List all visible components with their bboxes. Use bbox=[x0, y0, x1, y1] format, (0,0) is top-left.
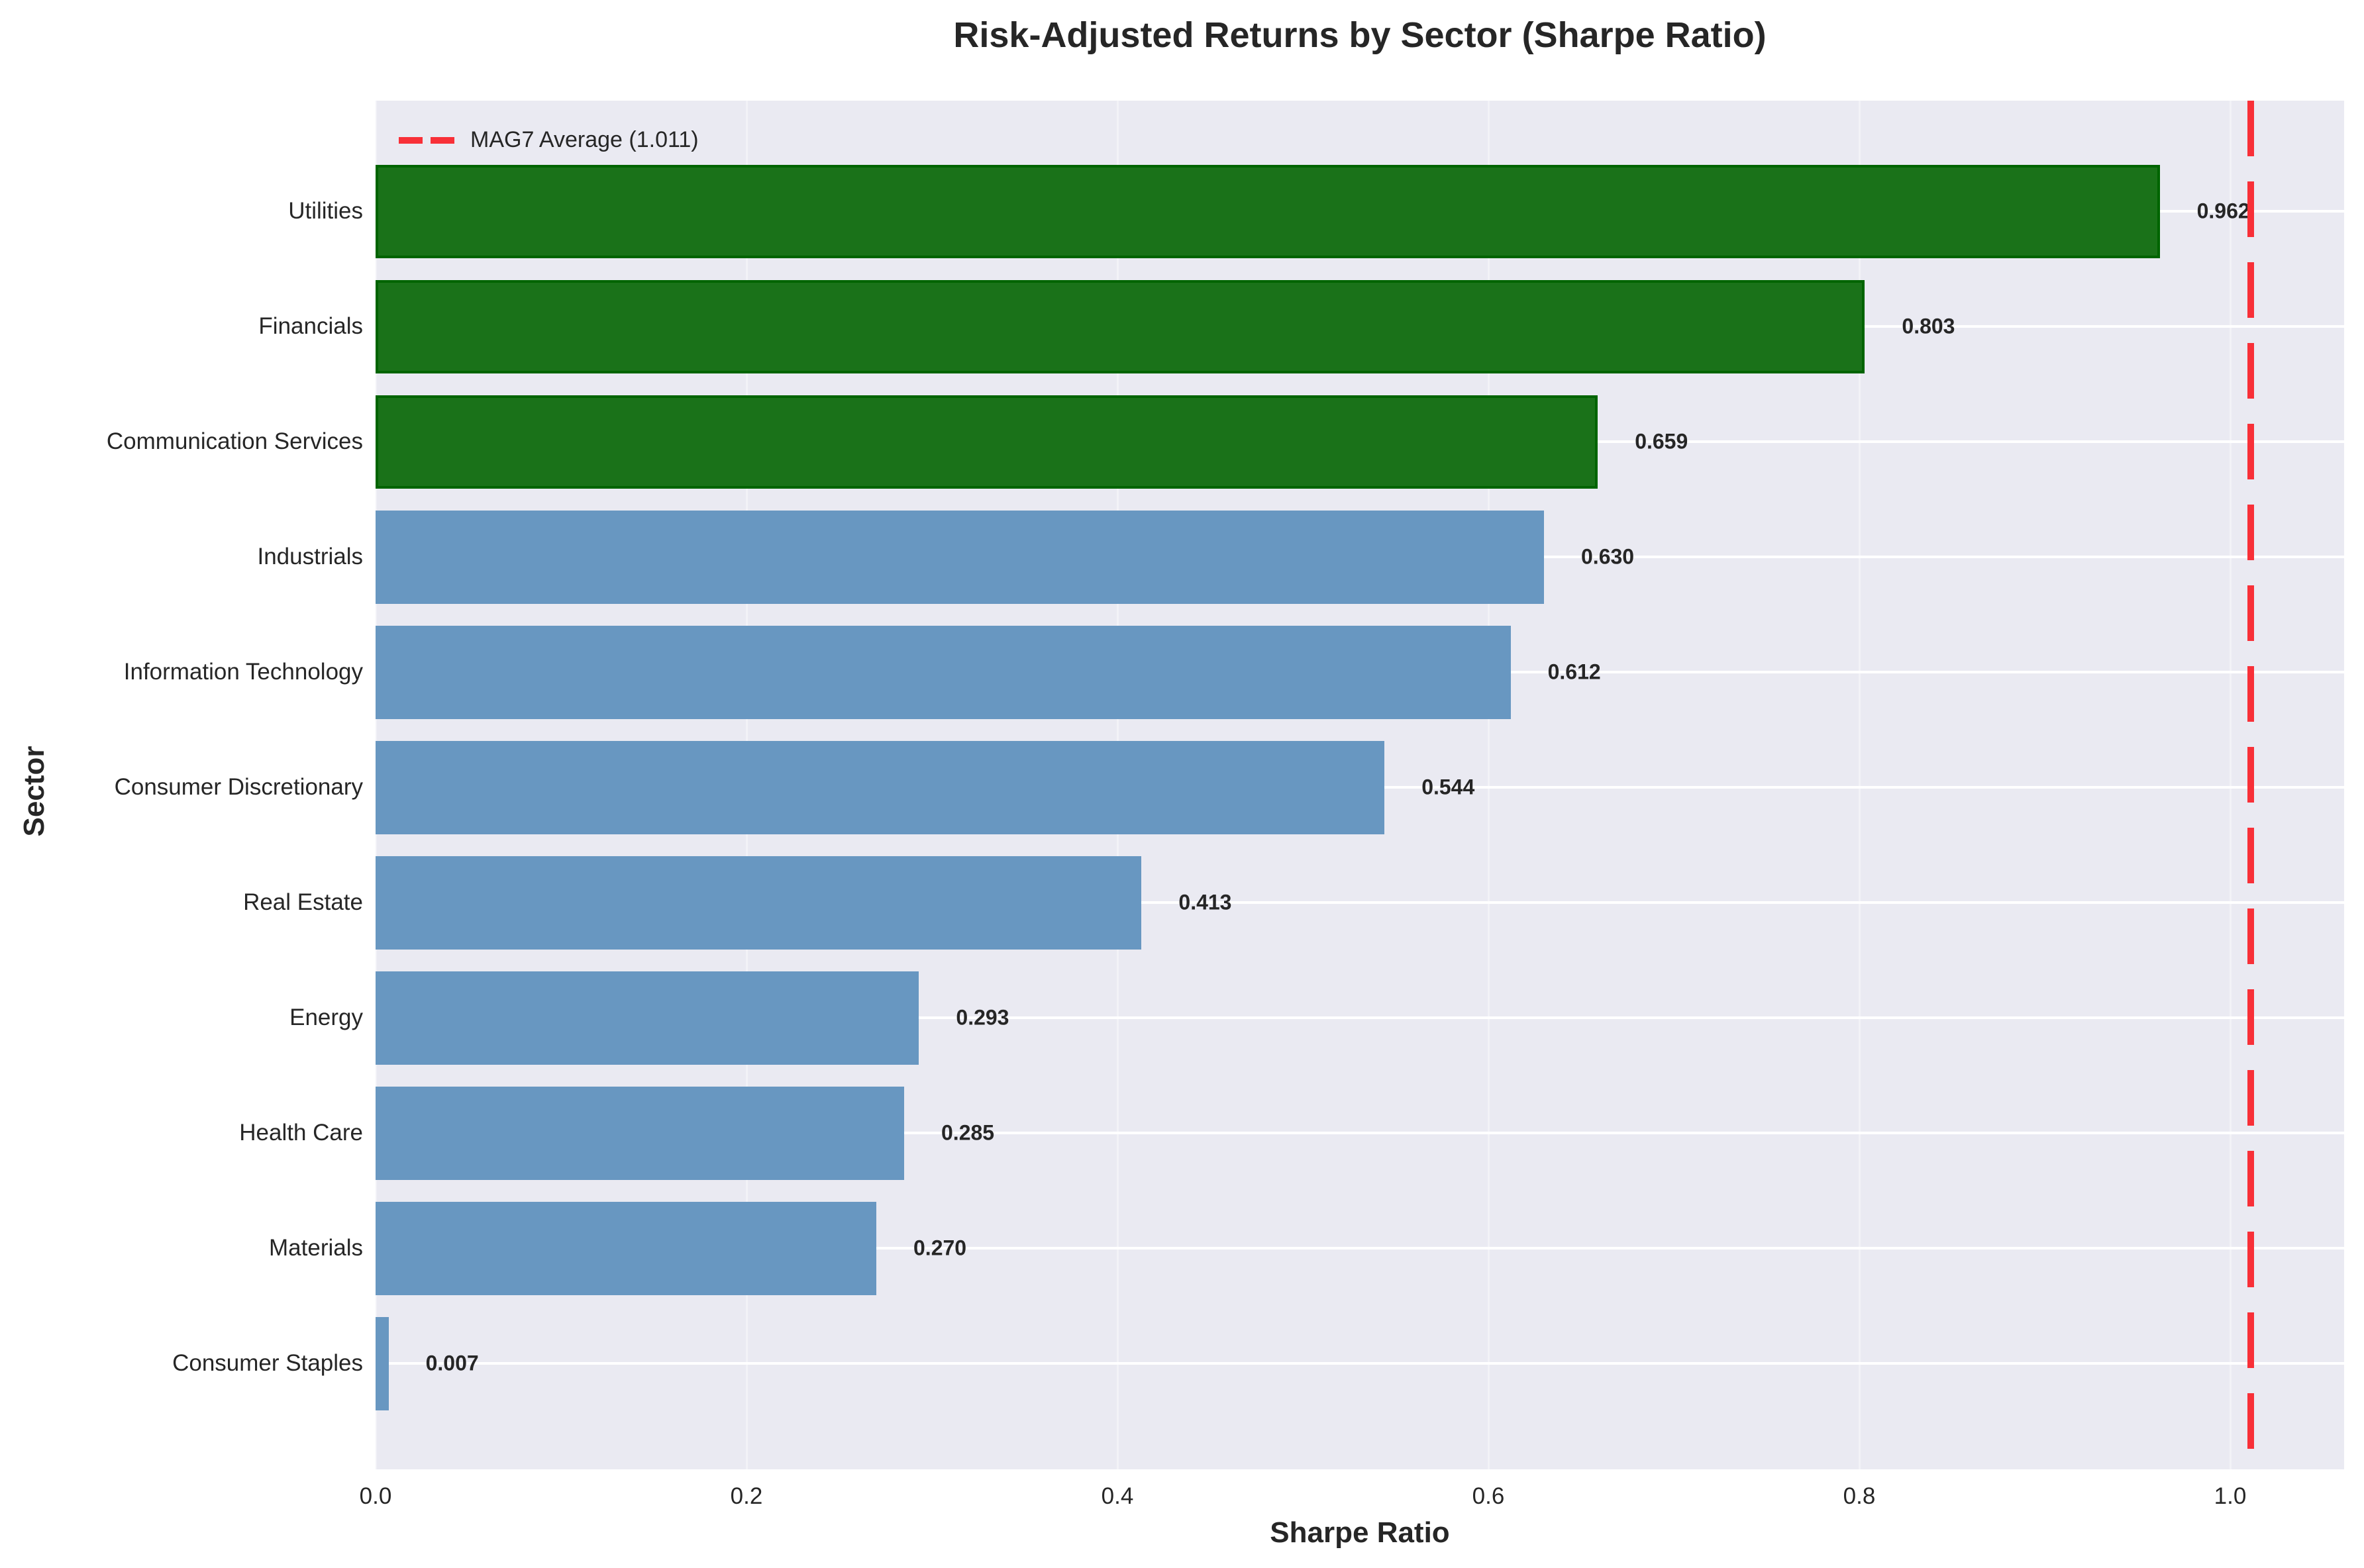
bar-financials bbox=[376, 279, 1865, 373]
bar-consumer-staples bbox=[376, 1316, 389, 1410]
y-tick-label: Communication Services bbox=[106, 428, 363, 454]
legend-label: MAG7 Average (1.011) bbox=[470, 127, 699, 152]
y-tick-label: Utilities bbox=[288, 198, 363, 224]
chart-title: Risk-Adjusted Returns by Sector (Sharpe … bbox=[953, 15, 1767, 55]
y-tick-label: Information Technology bbox=[123, 659, 363, 685]
horizontal-gridline bbox=[376, 1247, 2344, 1250]
horizontal-gridline bbox=[376, 1016, 2344, 1019]
x-tick-label: 0.6 bbox=[1472, 1483, 1505, 1509]
plot-area: 0.962 0.803 0.659 0.630 0.612 0.544 0.413 0.293… bbox=[376, 101, 2344, 1469]
x-tick-label: 0.8 bbox=[1843, 1483, 1876, 1509]
x-tick-label: 0.0 bbox=[359, 1483, 392, 1509]
y-tick-label: Energy bbox=[289, 1004, 363, 1030]
bar-real-estate bbox=[376, 856, 1142, 950]
bar-industrials bbox=[376, 510, 1544, 604]
y-tick-label: Industrials bbox=[257, 544, 363, 569]
x-tick-label: 0.2 bbox=[730, 1483, 763, 1509]
y-tick-label: Real Estate bbox=[243, 889, 363, 915]
value-label: 0.007 bbox=[425, 1351, 479, 1375]
horizontal-gridline bbox=[376, 1132, 2344, 1134]
value-label: 0.544 bbox=[1421, 775, 1475, 799]
bar-communication-services bbox=[376, 395, 1598, 489]
value-label: 0.285 bbox=[941, 1120, 995, 1145]
value-label: 0.630 bbox=[1581, 544, 1635, 569]
bar-consumer-discretionary bbox=[376, 740, 1385, 834]
y-tick-label: Financials bbox=[258, 313, 363, 339]
value-label: 0.612 bbox=[1547, 660, 1601, 684]
bar-materials bbox=[376, 1201, 876, 1295]
legend: MAG7 Average (1.011) bbox=[399, 127, 699, 153]
x-tick-label: 1.0 bbox=[2214, 1483, 2247, 1509]
vertical-gridline bbox=[1859, 101, 1861, 1469]
y-tick-label: Health Care bbox=[239, 1120, 363, 1146]
bar-utilities bbox=[376, 164, 2160, 258]
bar-health-care bbox=[376, 1086, 904, 1180]
value-label: 0.413 bbox=[1178, 890, 1232, 914]
value-label: 0.803 bbox=[1902, 314, 1955, 338]
value-label: 0.659 bbox=[1635, 429, 1688, 454]
x-tick-label: 0.4 bbox=[1101, 1483, 1134, 1509]
horizontal-gridline bbox=[376, 1362, 2344, 1365]
value-label: 0.293 bbox=[956, 1005, 1009, 1030]
mag7-average-line bbox=[2247, 101, 2254, 1469]
bar-information-technology bbox=[376, 625, 1511, 719]
y-tick-label: Materials bbox=[269, 1235, 363, 1261]
vertical-gridline bbox=[2230, 101, 2232, 1469]
value-label: 0.270 bbox=[913, 1236, 967, 1260]
dashed-line-legend-icon bbox=[399, 136, 454, 144]
y-tick-label: Consumer Discretionary bbox=[114, 774, 363, 800]
horizontal-gridline bbox=[376, 901, 2344, 904]
bar-energy bbox=[376, 971, 919, 1065]
x-axis-title: Sharpe Ratio bbox=[1270, 1516, 1450, 1549]
vertical-gridline bbox=[1488, 101, 1490, 1469]
value-label: 0.962 bbox=[2196, 199, 2250, 223]
y-axis-title: Sector bbox=[18, 746, 50, 837]
y-tick-label: Consumer Staples bbox=[172, 1350, 363, 1376]
